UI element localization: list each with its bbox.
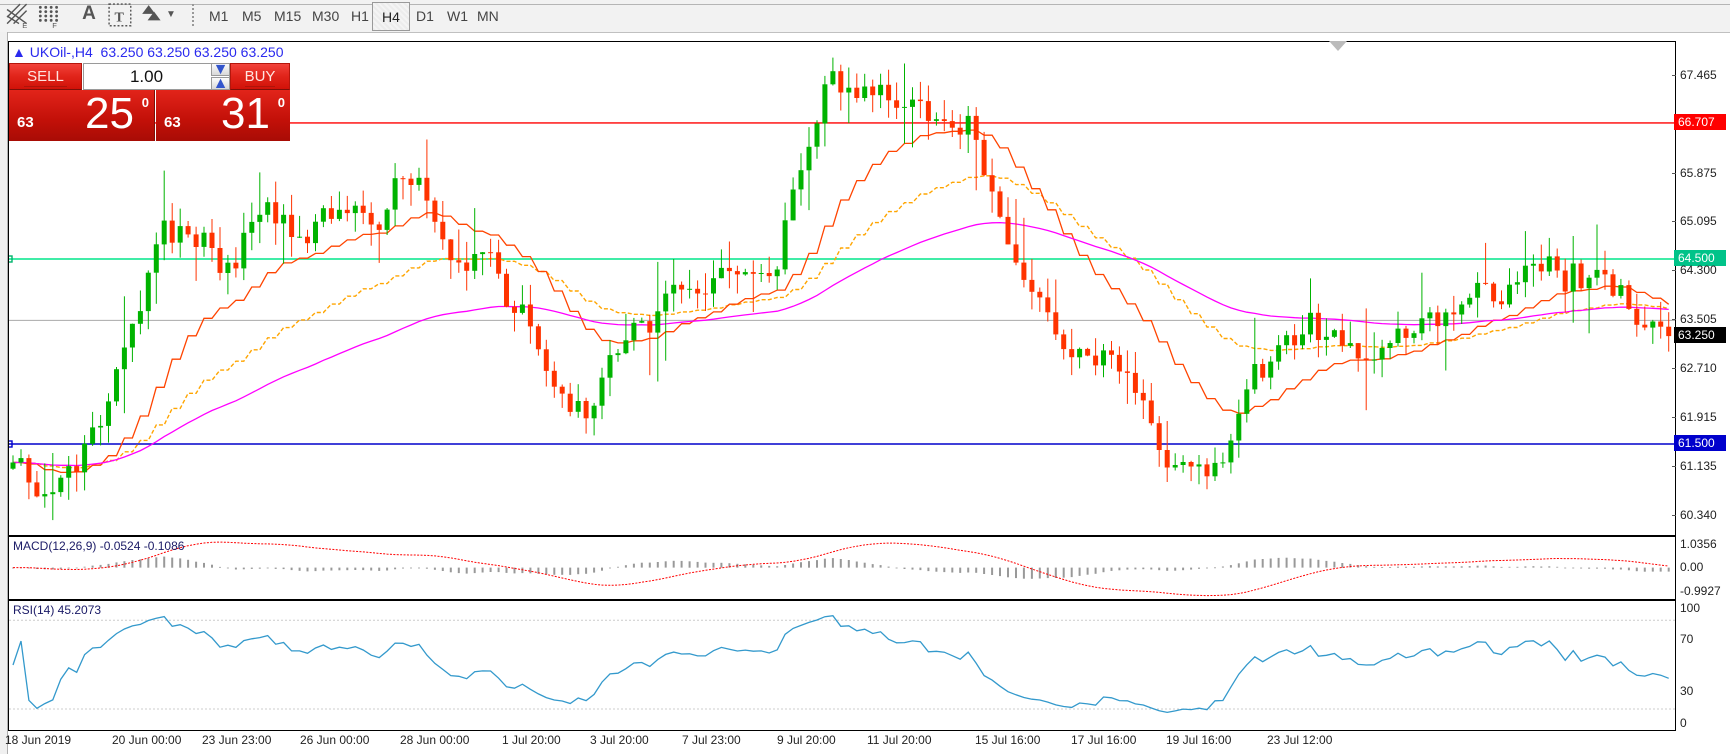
svg-text:T: T: [115, 9, 125, 25]
svg-text:E: E: [22, 21, 27, 29]
svg-text:F: F: [52, 21, 57, 29]
